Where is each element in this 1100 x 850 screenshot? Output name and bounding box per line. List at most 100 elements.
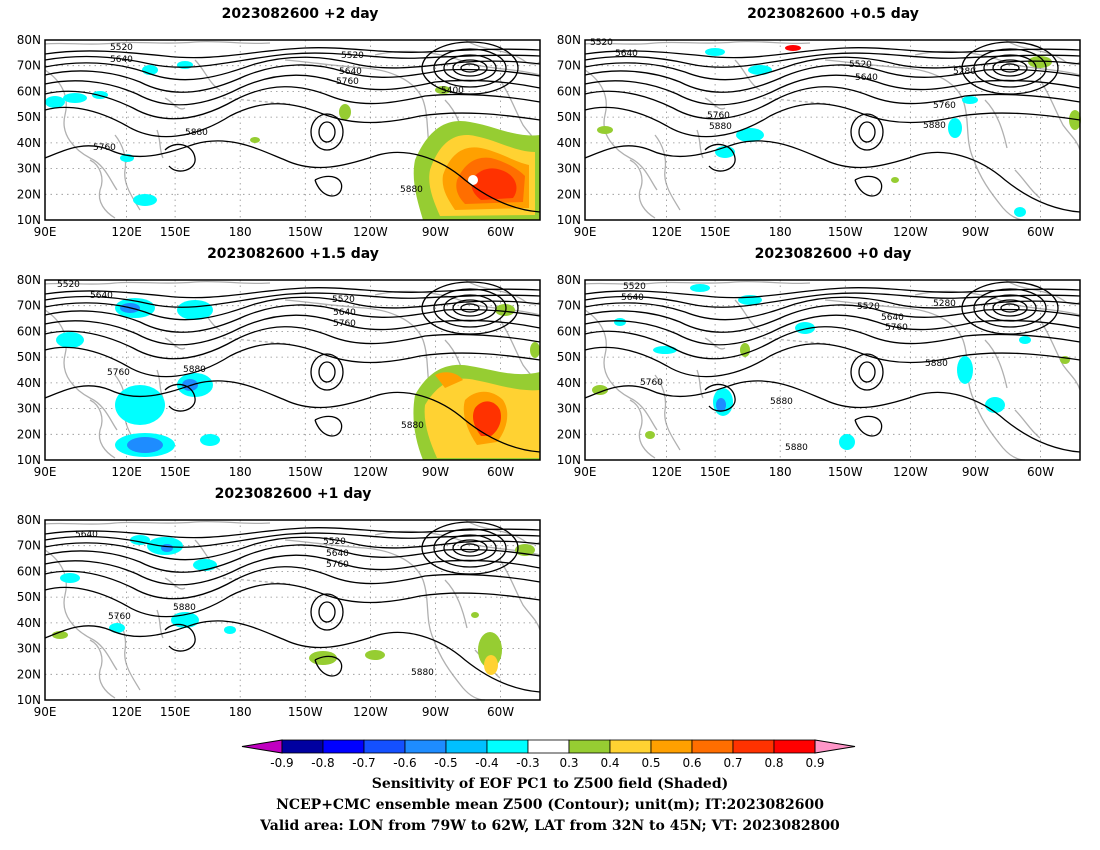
map-panel-day1-5: 5520 5640 5520 5640 5760 5760 5880 5880 (44, 279, 541, 461)
caption-line-1: Sensitivity of EOF PC1 to Z500 field (Sh… (371, 776, 729, 792)
lon-tick-label: 180 (229, 705, 252, 719)
colorbar-swatch (404, 739, 447, 754)
lat-tick-label: 40N (557, 376, 581, 390)
lat-tick-label: 20N (17, 667, 41, 681)
lon-tick-label: 60W (487, 705, 514, 719)
contour-label: 5520 (323, 537, 346, 547)
lon-tick-label: 90E (574, 465, 597, 479)
colorbar-swatch (363, 739, 406, 754)
contour-label: 5880 (401, 421, 424, 431)
lon-tick-label: 90W (962, 225, 989, 239)
contour-label: 5520 (110, 43, 133, 53)
contour-label: 5880 (709, 122, 732, 132)
contour-label: 5880 (185, 128, 208, 138)
sensitivity-shading-day0 (592, 284, 1070, 450)
contour-label: 5520 (857, 302, 880, 312)
lat-tick-label: 70N (557, 299, 581, 313)
colorbar-swatch (773, 739, 816, 754)
lat-tick-label: 80N (17, 33, 41, 47)
colorbar-arrow-low (241, 739, 283, 754)
contour-label: 5640 (615, 49, 638, 59)
caption-line-2: NCEP+CMC ensemble mean Z500 (Contour); u… (276, 797, 824, 813)
lon-tick-label: 150E (160, 465, 191, 479)
lon-tick-label: 180 (769, 465, 792, 479)
panel-title-day0: 2023082600 +0 day (754, 246, 912, 262)
lon-tick-label: 150W (828, 465, 863, 479)
contour-label: 5280 (953, 67, 976, 77)
map-panel-day1: 5640 5520 5640 5760 5760 5880 5880 (44, 519, 541, 701)
colorbar-swatch (322, 739, 365, 754)
lat-tick-label: 10N (557, 453, 581, 467)
lat-tick-label: 20N (17, 427, 41, 441)
colorbar-swatch (650, 739, 693, 754)
contour-label: 5640 (110, 55, 133, 65)
contour-label: 5880 (770, 397, 793, 407)
colorbar-label: -0.8 (311, 756, 334, 770)
contour-label: 5760 (333, 319, 356, 329)
contour-labels-day0-5: 5520 5640 5520 5640 5280 5760 5880 5760 … (590, 38, 976, 132)
sensitivity-shading-day1 (52, 535, 535, 675)
lon-tick-label: 90E (34, 465, 57, 479)
lon-tick-label: 150E (160, 225, 191, 239)
contour-label: 5640 (855, 73, 878, 83)
contour-label: 5880 (400, 185, 423, 195)
contour-labels-day2: 5520 5640 5760 5880 5400 5520 5640 5760 … (93, 43, 464, 195)
contour-label: 5760 (336, 77, 359, 87)
contour-label: 5400 (441, 86, 464, 96)
map-panel-day0-5: 5520 5640 5520 5640 5280 5760 5880 5760 … (584, 38, 1081, 221)
colorbar: -0.9 -0.8 -0.7 -0.6 -0.5 -0.4 -0.3 0.3 0.4 0.5 0.6… (241, 739, 856, 770)
sensitivity-shading-day1-5 (56, 298, 540, 460)
lat-tick-label: 10N (17, 453, 41, 467)
lat-tick-label: 50N (557, 110, 581, 124)
lat-tick-label: 50N (557, 350, 581, 364)
contour-label: 5760 (107, 368, 130, 378)
lon-tick-label: 90E (574, 225, 597, 239)
contour-label: 5640 (333, 308, 356, 318)
contour-label: 5880 (785, 443, 808, 453)
contour-label: 5640 (881, 313, 904, 323)
colorbar-label: -0.3 (516, 756, 539, 770)
contour-label: 5520 (590, 38, 613, 48)
panel-title-day2: 2023082600 +2 day (221, 6, 379, 22)
lon-tick-label: 120W (353, 225, 388, 239)
lat-tick-label: 50N (17, 350, 41, 364)
colorbar-label: 0.7 (723, 756, 742, 770)
lat-tick-label: 60N (17, 564, 41, 578)
colorbar-label: 0.5 (641, 756, 660, 770)
colorbar-label: 0.8 (764, 756, 783, 770)
colorbar-label: 0.6 (682, 756, 701, 770)
contour-label: 5760 (933, 101, 956, 111)
colorbar-swatch (281, 739, 324, 754)
lat-tick-label: 40N (17, 616, 41, 630)
lat-tick-label: 10N (17, 693, 41, 707)
lat-tick-label: 30N (17, 642, 41, 656)
lat-tick-label: 30N (17, 402, 41, 416)
lat-tick-label: 40N (17, 136, 41, 150)
caption-line-3: Valid area: LON from 79W to 62W, LAT fro… (260, 818, 840, 834)
contour-label: 5520 (332, 295, 355, 305)
contour-label: 5880 (183, 365, 206, 375)
lat-tick-label: 30N (557, 162, 581, 176)
lon-tick-label: 90W (422, 225, 449, 239)
lon-tick-label: 90E (34, 705, 57, 719)
colorbar-swatch (527, 739, 570, 754)
lat-tick-label: 80N (557, 273, 581, 287)
lon-tick-label: 120E (651, 465, 682, 479)
lat-tick-label: 20N (17, 187, 41, 201)
lon-tick-label: 60W (487, 225, 514, 239)
contour-label: 5880 (923, 121, 946, 131)
lon-tick-label: 60W (1027, 225, 1054, 239)
lon-tick-label: 90W (422, 705, 449, 719)
lon-tick-label: 120W (893, 465, 928, 479)
panel-title-day1-5: 2023082600 +1.5 day (207, 246, 379, 262)
contour-label: 5880 (925, 359, 948, 369)
colorbar-label: 0.9 (805, 756, 824, 770)
lat-tick-label: 10N (557, 213, 581, 227)
lon-tick-label: 120W (893, 225, 928, 239)
contour-label: 5760 (108, 612, 131, 622)
contour-label: 5880 (173, 603, 196, 613)
lon-tick-label: 180 (769, 225, 792, 239)
lon-tick-label: 150E (160, 705, 191, 719)
colorbar-swatch (568, 739, 611, 754)
